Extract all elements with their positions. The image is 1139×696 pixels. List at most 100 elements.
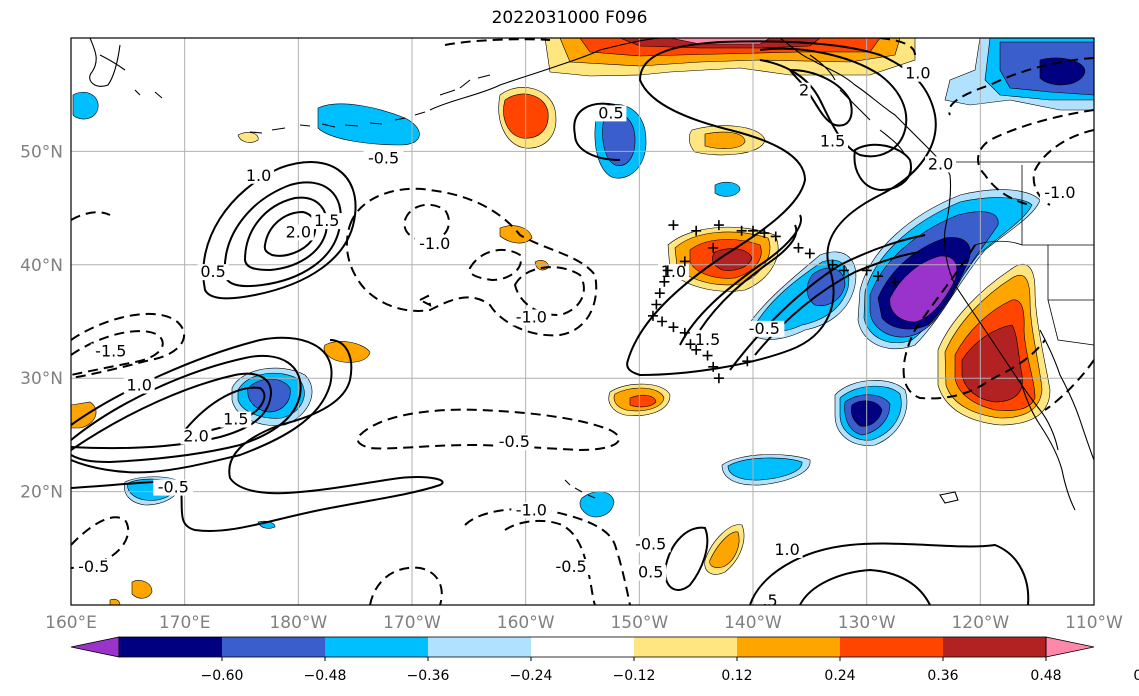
contour-label: 2.0 — [286, 222, 311, 241]
colorbar-tick-label: 0.36 — [927, 668, 958, 684]
colorbar-tick-label: 0.60 — [1133, 668, 1139, 684]
plus-marker — [668, 220, 679, 231]
contour-label: -0.5 — [499, 432, 530, 451]
contour-0.5-ne — [573, 102, 616, 136]
plus-marker — [748, 225, 758, 236]
plus-marker — [679, 256, 690, 267]
plus-marker — [759, 228, 770, 239]
contour-label: 2.0 — [928, 154, 953, 173]
plus-marker — [651, 299, 662, 310]
plus-marker — [654, 288, 665, 299]
lon-tick-label: 160°E — [45, 613, 97, 633]
contour-jet-1.0 — [71, 336, 333, 474]
plus-marker — [713, 220, 724, 231]
plus-marker — [838, 265, 849, 276]
lon-tick-label: 130°W — [838, 613, 896, 633]
gridlines — [71, 38, 1094, 605]
contour-label: -0.5 — [1107, 234, 1138, 253]
plus-marker — [647, 310, 658, 321]
contour-label-bg — [925, 156, 957, 173]
contour-label-bg — [771, 541, 803, 558]
contour-label: 2.0 — [183, 427, 208, 446]
contour-neg0.5-central — [345, 187, 598, 337]
contour-southeast-1.0 — [749, 542, 1030, 605]
contour-label: 0.5 — [200, 262, 225, 281]
contour-label: 0.5 — [638, 563, 663, 582]
lat-tick-label: 20°N — [20, 483, 63, 503]
contour-label-bg — [630, 536, 671, 553]
plus-marker — [662, 265, 673, 276]
contour-label-bg — [595, 105, 627, 122]
contour-label-bg — [73, 558, 114, 575]
contour-label-bg — [797, 82, 811, 99]
coast-kamchatka — [89, 38, 121, 87]
plus-marker — [804, 248, 815, 259]
contour-neg0.5-south — [356, 408, 620, 452]
lon-tick-label: 170°E — [159, 613, 211, 633]
colorbar-tick-label: −0.24 — [510, 668, 553, 684]
contour-label: -1.0 — [1044, 183, 1075, 202]
contour-label-bg — [817, 133, 849, 150]
coast-alaska-south — [429, 38, 661, 111]
contour-label-bg — [197, 264, 229, 281]
contour-southwest-track — [729, 234, 926, 371]
contour-label: -0.5 — [78, 557, 109, 576]
lon-tick-label: 150°W — [610, 613, 668, 633]
colorbar-extend-high — [1045, 636, 1095, 658]
coastlines — [89, 38, 1094, 511]
colorbar-tick-label: −0.36 — [407, 668, 450, 684]
coast-aleutians — [249, 111, 426, 134]
contour-label-bg — [744, 320, 785, 337]
coast-us-west — [944, 174, 1059, 451]
contour-neg0.5-east-arc — [902, 244, 1046, 400]
contour-label-bg — [90, 343, 131, 360]
contour-label-bg — [494, 434, 535, 451]
plus-marker — [668, 322, 679, 333]
plus-marker — [770, 231, 781, 242]
contour-label-bg — [282, 224, 314, 241]
contour-label-bg — [153, 479, 194, 496]
colorbar-tick-label: 0.24 — [824, 668, 855, 684]
contour-label-bg — [635, 564, 667, 581]
contour-label: -0.5 — [368, 149, 399, 168]
latitude-tick-labels: 20°N 30°N 40°N 50°N — [20, 142, 63, 502]
lon-tick-label: 160°W — [497, 613, 555, 633]
anomaly-shading — [71, 38, 1094, 605]
contour-label: 1.5 — [223, 410, 248, 429]
contour-label: 1.0 — [774, 540, 799, 559]
contour-label-bg — [311, 213, 343, 230]
colorbar-outline — [118, 636, 1047, 658]
plus-marker — [685, 339, 696, 350]
colorbar-tick-label: −0.48 — [304, 668, 347, 684]
map-frame — [70, 37, 1095, 606]
contour-label: -1.5 — [95, 342, 126, 361]
colorbar-segment — [428, 637, 531, 657]
contour-label-bg — [1039, 184, 1080, 201]
colorbar-segment — [325, 637, 428, 657]
colorbar-segment — [222, 637, 325, 657]
colorbar-tick-label: 0.48 — [1030, 668, 1061, 684]
contour-label: 0.5 — [598, 103, 623, 122]
plus-marker — [736, 225, 747, 236]
plus-marker — [691, 344, 702, 355]
lat-tick-label: 50°N — [20, 142, 63, 162]
contour-label-bg — [902, 65, 934, 82]
contour-label: -1.0 — [516, 308, 547, 327]
colorbar-segment — [943, 637, 1046, 657]
contour-label-bg — [511, 502, 552, 519]
contour-label: 1.0 — [905, 64, 930, 83]
map-title: 2022031000 F096 — [491, 8, 648, 28]
contour-label: -0.5 — [556, 557, 587, 576]
plus-marker — [659, 276, 670, 287]
contour-label-bg — [657, 264, 689, 281]
colorbar-segment — [737, 637, 840, 657]
plus-markers — [647, 220, 901, 384]
lon-tick-label: 180°W — [269, 613, 327, 633]
coast-baja — [1019, 379, 1076, 511]
lon-tick-label: 120°W — [951, 613, 1009, 633]
colorbar-segment — [531, 637, 634, 657]
contour-label-bg — [1102, 236, 1139, 252]
contour-label: -1.0 — [516, 500, 547, 519]
coast-gulf-california — [1039, 329, 1094, 461]
